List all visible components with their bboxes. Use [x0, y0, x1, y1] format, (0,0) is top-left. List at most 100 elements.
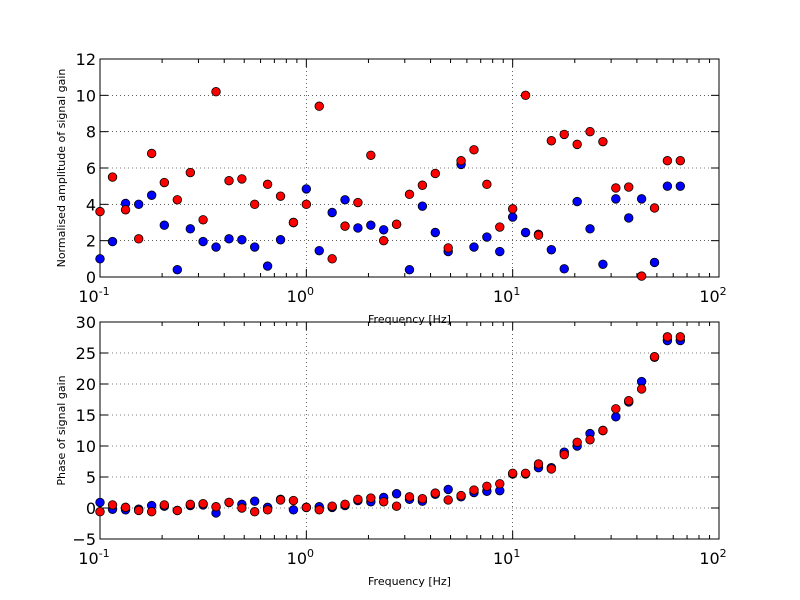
amplitude-data-point — [404, 189, 415, 200]
phase-data-point — [469, 485, 479, 495]
phase-data-point — [507, 468, 518, 478]
amplitude-data-point — [211, 86, 221, 97]
amplitude-data-point — [353, 197, 363, 208]
phase-x-tick-exponent: 2 — [720, 547, 727, 560]
amplitude-data-point — [237, 235, 247, 245]
amplitude-series-blue — [95, 159, 686, 275]
phase-data-point — [572, 437, 582, 447]
amplitude-data-point — [249, 242, 260, 252]
amplitude-data-point — [159, 177, 170, 188]
phase-data-point — [237, 503, 247, 513]
amplitude-data-point — [585, 224, 595, 234]
amplitude-data-point — [353, 223, 363, 233]
amplitude-x-tick-label: 102 — [699, 285, 726, 306]
amplitude-data-point — [391, 219, 402, 230]
amplitude-data-point — [366, 220, 376, 230]
phase-data-point — [275, 495, 286, 505]
phase-data-point — [456, 490, 466, 501]
amplitude-y-tick-label: 0 — [86, 268, 96, 287]
amplitude-data-point — [611, 183, 621, 193]
phase-data-point — [146, 507, 157, 517]
phase-data-point — [520, 468, 531, 478]
amplitude-data-point — [185, 167, 196, 178]
amplitude-data-point — [172, 195, 183, 205]
amplitude-y-tick-label: 4 — [86, 195, 96, 214]
amplitude-data-point — [456, 156, 466, 166]
amplitude-y-tick-label: 10 — [76, 86, 96, 105]
phase-axes-frame — [99, 321, 720, 540]
amplitude-data-point — [198, 236, 208, 247]
phase-data-point — [211, 502, 221, 512]
amplitude-data-point — [185, 224, 196, 234]
amplitude-data-point — [288, 217, 299, 228]
phase-data-point — [404, 492, 415, 502]
amplitude-data-point — [340, 221, 350, 231]
amplitude-data-point — [430, 168, 440, 179]
amplitude-data-point — [262, 179, 273, 190]
amplitude-data-point — [559, 129, 569, 140]
phase-data-point — [327, 501, 337, 511]
amplitude-data-point — [469, 145, 479, 155]
amplitude-data-point — [636, 271, 647, 281]
phase-x-tick-exponent: 1 — [513, 547, 520, 560]
phase-data-point — [288, 495, 299, 506]
phase-data-point — [636, 384, 647, 394]
amplitude-data-point — [417, 201, 428, 211]
amplitude-data-point — [533, 230, 544, 240]
phase-data-point — [133, 505, 144, 516]
phase-data-point — [301, 502, 312, 513]
amplitude-x-tick-label: 101 — [493, 285, 520, 306]
phase-data-point — [95, 497, 105, 508]
phase-data-point — [430, 488, 440, 498]
amplitude-data-point — [636, 194, 647, 204]
amplitude-data-point — [675, 181, 686, 191]
amplitude-data-point — [133, 234, 144, 244]
amplitude-data-point — [107, 236, 118, 247]
amplitude-data-point — [507, 204, 518, 214]
phase-y-tick-label: 0 — [86, 499, 96, 518]
phase-y-tick-label: 10 — [76, 437, 96, 456]
phase-data-point — [391, 489, 402, 499]
phase-data-point — [417, 494, 428, 504]
amplitude-data-point — [327, 254, 337, 264]
phase-x-tick-label: 100 — [287, 547, 314, 568]
amplitude-y-axis-label: Normalised amplitude of signal gain — [55, 69, 68, 268]
phase-data-point — [120, 502, 131, 513]
amplitude-data-point — [662, 156, 673, 166]
amplitude-data-point — [495, 246, 505, 257]
amplitude-data-point — [585, 126, 595, 137]
phase-x-axis-label: Frequency [Hz] — [368, 575, 451, 588]
phase-data-point — [533, 459, 544, 469]
amplitude-data-point — [262, 261, 273, 271]
phase-data-point — [443, 484, 453, 495]
amplitude-data-point — [314, 245, 324, 256]
amplitude-data-point — [482, 232, 492, 242]
phase-data-point — [172, 505, 183, 516]
amplitude-data-point — [301, 184, 312, 194]
phase-y-tick-label: 25 — [76, 344, 96, 363]
phase-data-point — [185, 499, 196, 509]
phase-data-point — [288, 505, 299, 515]
amplitude-data-point — [378, 235, 389, 246]
amplitude-data-point — [378, 225, 389, 235]
amplitude-data-point — [275, 235, 286, 245]
amplitude-x-tick-exponent: 1 — [513, 285, 520, 298]
phase-data-point — [340, 499, 350, 509]
phase-data-point — [391, 501, 402, 511]
amplitude-data-point — [327, 207, 337, 218]
phase-y-tick-label: 5 — [86, 468, 96, 487]
amplitude-data-point — [649, 203, 660, 213]
phase-data-point — [314, 505, 324, 515]
amplitude-data-point — [546, 136, 557, 146]
amplitude-data-point — [146, 190, 157, 200]
amplitude-data-point — [404, 265, 415, 275]
phase-series-red — [95, 332, 686, 517]
amplitude-data-point — [598, 136, 608, 147]
amplitude-data-point — [211, 242, 221, 252]
amplitude-axes-frame — [99, 58, 720, 278]
amplitude-series-red — [95, 86, 686, 281]
amplitude-data-point — [366, 150, 376, 160]
phase-data-point — [366, 493, 376, 503]
